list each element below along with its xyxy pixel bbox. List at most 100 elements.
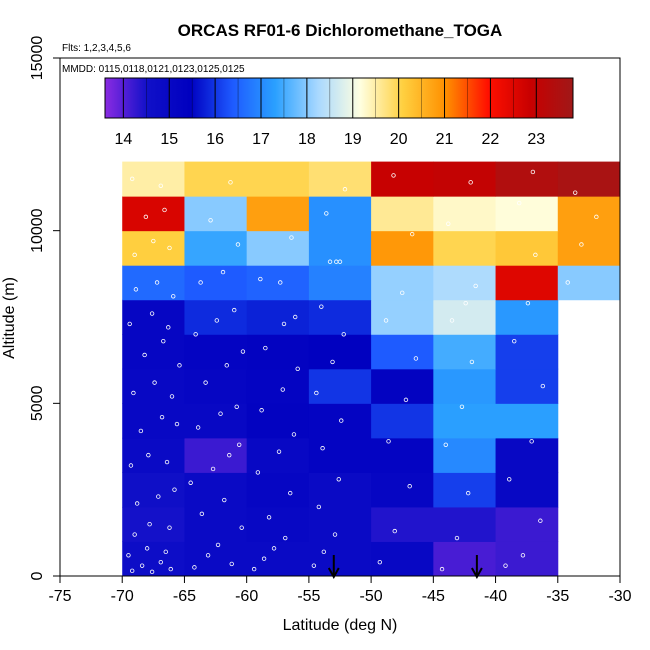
sample-point [158, 559, 163, 565]
x-tick-label: -70 [111, 588, 134, 605]
heatmap-cell [371, 541, 434, 577]
heatmap-cell [371, 368, 434, 404]
sample-point [149, 311, 155, 316]
sample-point [139, 563, 145, 568]
flights-label: Flts: 1,2,3,4,5,6 [62, 43, 131, 54]
sample-point [133, 287, 139, 292]
heatmap-cell [184, 230, 248, 266]
heatmap-cell [246, 368, 310, 404]
sample-point [311, 563, 317, 568]
sample-point [407, 484, 412, 489]
y-tick-label: 10000 [29, 208, 46, 253]
heatmap-cell [433, 541, 497, 577]
heatmap-cell [557, 265, 621, 301]
sample-point [143, 214, 149, 220]
heatmap-cell [184, 299, 248, 335]
sample-point [278, 280, 283, 285]
sample-point [280, 387, 285, 392]
heatmap-cell [308, 196, 372, 232]
sample-point [215, 542, 221, 548]
heatmap-cell [308, 265, 372, 301]
heatmap-cell [184, 196, 248, 232]
sample-point [383, 318, 389, 323]
heatmap-cell [308, 506, 372, 542]
sample-point [413, 356, 419, 361]
heatmap-cell [184, 437, 248, 473]
heatmap-cell [495, 472, 559, 508]
heatmap-cell [495, 368, 559, 404]
sample-point [503, 563, 508, 568]
sample-point [293, 314, 298, 320]
heatmap-cell [184, 161, 248, 197]
plot-frame [59, 57, 621, 577]
heatmap-cell [122, 506, 185, 542]
arrow-marker [471, 555, 483, 580]
sample-point [540, 383, 546, 389]
sample-point [391, 173, 396, 178]
sample-point [174, 421, 180, 427]
sample-point [251, 566, 257, 572]
sample-point [156, 494, 161, 499]
sample-point [525, 300, 531, 306]
heatmap-cell [184, 368, 248, 404]
heatmap-cell [184, 265, 248, 301]
heatmap-cell [122, 334, 185, 370]
x-axis: -75 -70 -65 -60 -55 -50 -45 -40 -35 -30 [48, 576, 632, 605]
sample-point [151, 238, 156, 244]
heatmap-cell [495, 299, 559, 335]
heatmap-cell [433, 472, 497, 508]
chart-title: ORCAS RF01-6 Dichloromethane_TOGA [178, 21, 503, 40]
sample-point [169, 394, 175, 399]
colorbar-tick-label: 22 [482, 131, 500, 148]
sample-point [261, 556, 267, 561]
sample-point [228, 180, 233, 185]
sample-point [158, 183, 163, 188]
heatmap-cell [122, 299, 185, 335]
sample-point [258, 276, 263, 282]
sample-point [316, 504, 322, 510]
colorbar-tick-label: 20 [390, 131, 408, 148]
heatmap-cell [246, 230, 310, 266]
heatmap-cell [495, 334, 559, 370]
sample-point [314, 390, 319, 396]
sample-point [163, 549, 168, 555]
arrow-marker [327, 555, 340, 580]
sample-point [291, 432, 297, 437]
heatmap-cell [433, 334, 497, 370]
heatmap-cell [371, 196, 434, 232]
x-tick-label: -40 [484, 588, 507, 605]
x-tick-label: -60 [235, 588, 258, 605]
sample-point [336, 477, 341, 482]
colorbar: 14 15 16 17 18 19 20 21 22 23 [104, 77, 574, 148]
heatmap-cell [308, 334, 372, 370]
sample-point [218, 411, 223, 416]
heatmap-cell [433, 230, 497, 266]
sample-point [469, 359, 475, 365]
heatmap-cell [308, 368, 372, 404]
heatmap-cell [184, 541, 248, 577]
sample-point [152, 380, 157, 385]
heatmap-cell [122, 265, 185, 301]
sample-point [339, 418, 344, 423]
colorbar-tick-label: 17 [252, 131, 270, 148]
sample-point [403, 397, 409, 403]
sample-point [579, 242, 584, 247]
sample-point [205, 553, 211, 558]
heatmap-cell [371, 506, 434, 542]
sample-point [573, 190, 578, 195]
sample-point [235, 242, 241, 247]
heatmap-cell [246, 403, 310, 439]
sample-point [229, 561, 234, 567]
sample-point [283, 535, 288, 541]
sample-point [271, 546, 277, 551]
sample-point [154, 280, 160, 285]
heatmap-cell [495, 437, 559, 473]
sample-point [321, 549, 327, 555]
sample-point [295, 366, 300, 371]
colorbar-tick-label: 18 [298, 131, 316, 148]
x-tick-label: -30 [608, 588, 631, 605]
colorbar-tick-label: 14 [114, 131, 132, 148]
sample-point [147, 522, 152, 527]
sample-point [392, 528, 397, 534]
sample-point [224, 363, 229, 368]
